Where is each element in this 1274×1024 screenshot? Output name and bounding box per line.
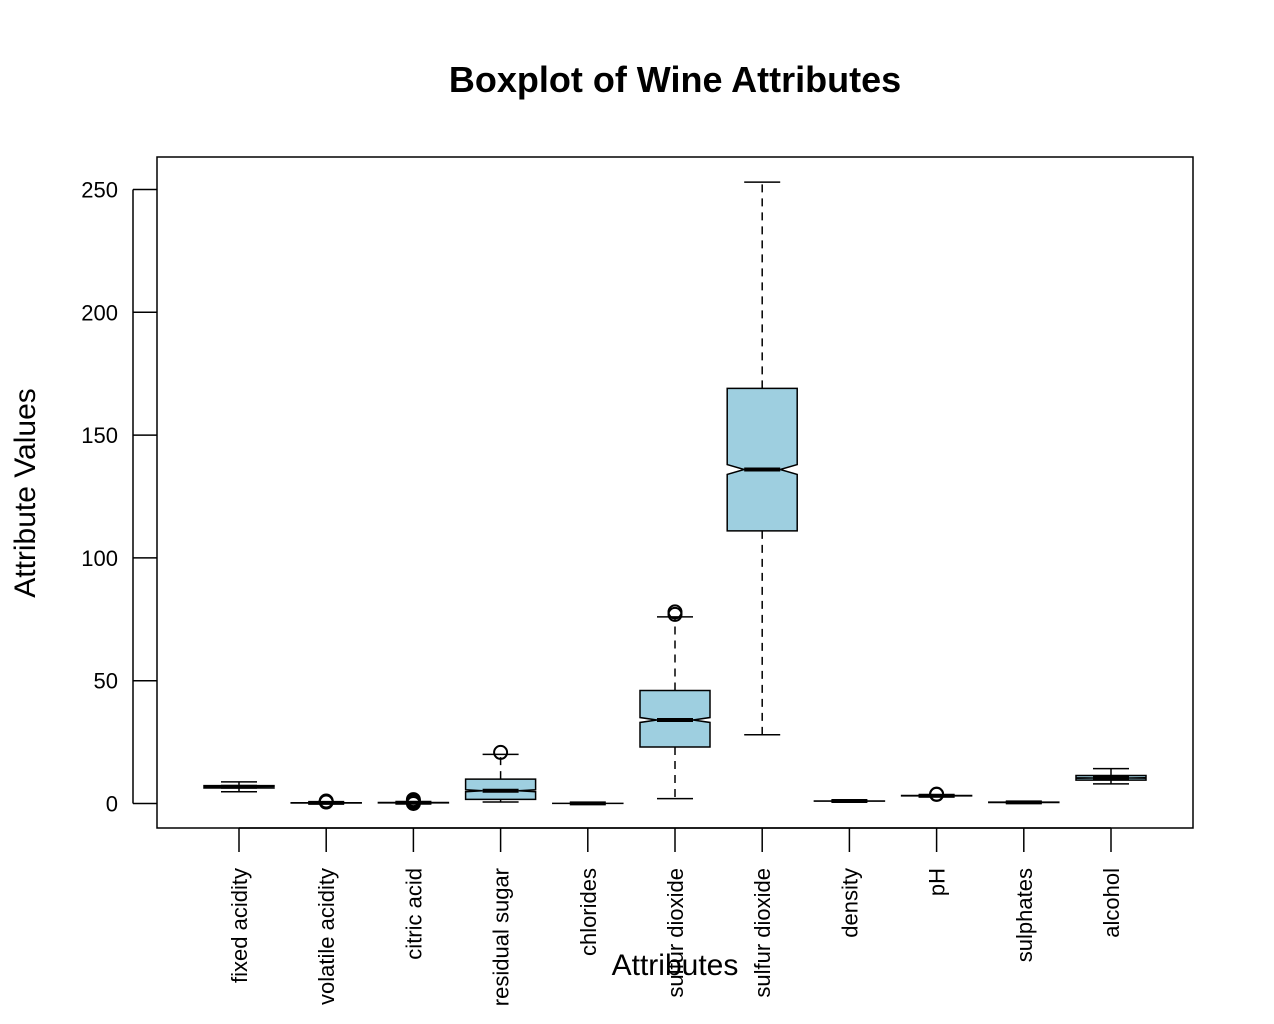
outlier-point: [667, 604, 683, 620]
x-axis-label: Attributes: [612, 949, 739, 982]
box-10: [1075, 767, 1147, 785]
y-tick-label: 50: [94, 669, 118, 694]
box-1: [290, 793, 362, 810]
y-tick-label: 100: [81, 546, 118, 571]
x-tick-label: sulfur dioxide: [750, 868, 775, 998]
y-tick-label: 150: [81, 423, 118, 448]
x-tick-label: chlorides: [576, 868, 601, 956]
x-tick-label: volatile acidity: [314, 868, 339, 1005]
x-tick-label: residual sugar: [489, 868, 514, 1006]
outlier-point: [405, 792, 421, 808]
x-axis: fixed acidity volatile acidity citric acid…: [227, 827, 1124, 1006]
box-9: [988, 800, 1060, 805]
x-tick-label: sulfur dioxide: [663, 868, 688, 998]
box-2: [377, 792, 450, 811]
outlier-point: [318, 793, 334, 809]
outlier-point: [929, 786, 945, 802]
x-tick-label: citric acid: [401, 868, 426, 960]
box-3: [464, 744, 537, 803]
y-axis-label: Attribute Values: [9, 388, 42, 598]
y-tick-label: 250: [81, 178, 118, 203]
boxes-group: [203, 181, 1147, 811]
x-tick-label: sulphates: [1012, 868, 1037, 962]
y-axis: 0 50 100 150 200 250: [81, 178, 157, 817]
x-tick-label: density: [837, 868, 862, 938]
y-tick-label: 200: [81, 300, 118, 325]
outlier-point: [493, 744, 509, 760]
box-6: [726, 181, 798, 736]
y-tick-label: 0: [106, 792, 118, 817]
box-8: [900, 786, 973, 802]
chart-title: Boxplot of Wine Attributes: [449, 59, 901, 100]
x-tick-label: pH: [925, 868, 950, 896]
x-tick-label: alcohol: [1099, 868, 1124, 938]
box-0: [203, 781, 275, 793]
x-tick-label: fixed acidity: [227, 868, 252, 983]
box-body: [726, 387, 798, 532]
box-5: [639, 604, 711, 800]
